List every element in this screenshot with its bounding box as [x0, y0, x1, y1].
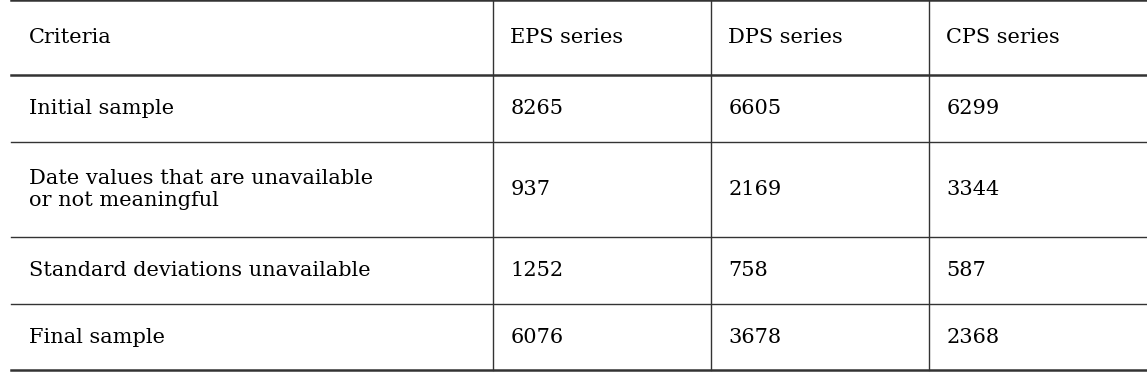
Text: 3678: 3678	[728, 328, 781, 347]
Text: 937: 937	[510, 180, 551, 199]
Text: CPS series: CPS series	[946, 28, 1060, 47]
Text: 587: 587	[946, 261, 986, 280]
Text: 3344: 3344	[946, 180, 999, 199]
Text: 6299: 6299	[946, 99, 999, 118]
Text: 8265: 8265	[510, 99, 563, 118]
Text: 758: 758	[728, 261, 768, 280]
Text: 6076: 6076	[510, 328, 563, 347]
Text: 2169: 2169	[728, 180, 781, 199]
Text: DPS series: DPS series	[728, 28, 843, 47]
Text: 2368: 2368	[946, 328, 999, 347]
Text: EPS series: EPS series	[510, 28, 624, 47]
Text: Initial sample: Initial sample	[29, 99, 174, 118]
Text: Criteria: Criteria	[29, 28, 111, 47]
Text: 6605: 6605	[728, 99, 781, 118]
Text: Final sample: Final sample	[29, 328, 165, 347]
Text: Standard deviations unavailable: Standard deviations unavailable	[29, 261, 370, 280]
Text: 1252: 1252	[510, 261, 563, 280]
Text: Date values that are unavailable
or not meaningful: Date values that are unavailable or not …	[29, 169, 373, 210]
